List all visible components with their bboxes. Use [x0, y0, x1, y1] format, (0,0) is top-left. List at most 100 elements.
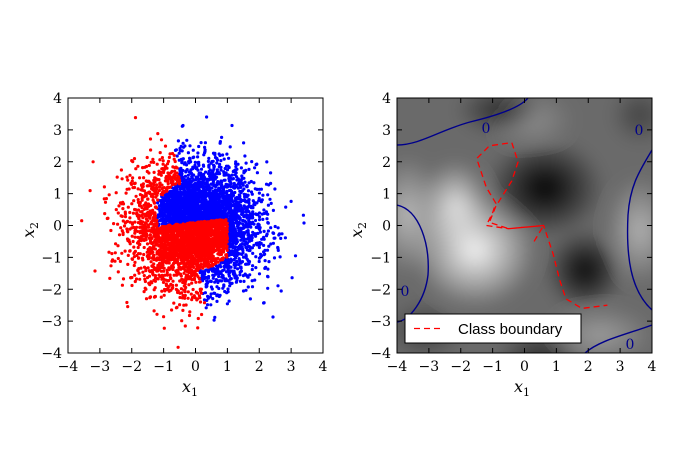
scatter-point-blue — [240, 247, 244, 251]
scatter-point-red — [117, 233, 122, 237]
scatter-point-blue — [189, 160, 193, 164]
scatter-point-red — [166, 182, 170, 186]
scatter-point-red — [121, 207, 125, 211]
scatter-point-red — [155, 250, 159, 254]
scatter-point-red — [171, 257, 175, 261]
scatter-point-red — [160, 266, 164, 270]
scatter-point-red — [171, 267, 175, 272]
scatter-point-blue — [222, 170, 226, 174]
scatter-point-blue — [244, 288, 248, 292]
scatter-point-blue — [205, 303, 210, 307]
scatter-point-red — [116, 256, 120, 261]
scatter-point-red — [125, 220, 129, 224]
scatter-point-red — [173, 244, 177, 248]
scatter-point-blue — [213, 198, 217, 202]
scatter-point-red — [171, 235, 176, 239]
scatter-point-blue — [239, 200, 243, 204]
scatter-point-red — [140, 231, 144, 235]
scatter-point-red — [216, 219, 220, 223]
scatter-point-red — [155, 234, 159, 238]
scatter-point-red — [172, 301, 176, 305]
scatter-point-blue — [202, 298, 207, 302]
scatter-point-red — [166, 185, 170, 189]
scatter-point-blue — [178, 172, 182, 176]
scatter-point-blue — [181, 216, 185, 220]
scatter-point-blue — [247, 181, 251, 185]
scatter-point-blue — [258, 215, 262, 219]
scatter-point-red — [162, 269, 166, 273]
scatter-point-red — [160, 156, 164, 160]
scatter-point-blue — [189, 168, 193, 172]
scatter-point-blue — [181, 184, 185, 188]
scatter-point-blue — [238, 258, 242, 263]
scatter-point-blue — [227, 264, 231, 268]
scatter-point-blue — [207, 164, 211, 168]
scatter-point-blue — [201, 181, 205, 185]
scatter-point-red — [219, 239, 224, 243]
scatter-point-red — [114, 242, 118, 246]
scatter-point-red — [203, 253, 207, 257]
scatter-point-blue — [212, 318, 216, 322]
scatter-point-blue — [228, 284, 232, 288]
scatter-point-blue — [215, 209, 219, 213]
scatter-point-blue — [217, 165, 221, 169]
scatter-point-blue — [199, 167, 204, 171]
scatter-point-blue — [246, 285, 250, 289]
scatter-point-blue — [157, 204, 162, 208]
scatter-point-blue — [247, 199, 251, 204]
scatter-point-red — [141, 216, 145, 220]
scatter-point-blue — [222, 157, 226, 161]
scatter-point-red — [116, 270, 120, 274]
scatter-point-blue — [172, 188, 176, 192]
scatter-point-red — [181, 261, 185, 265]
scatter-point-blue — [197, 184, 201, 189]
scatter-point-red — [136, 213, 140, 217]
scatter-point-red — [80, 219, 84, 223]
scatter-point-blue — [252, 181, 256, 185]
scatter-point-blue — [259, 241, 263, 245]
scatter-point-blue — [243, 154, 247, 158]
scatter-point-blue — [211, 195, 215, 200]
scatter-point-blue — [256, 213, 260, 217]
scatter-point-blue — [188, 210, 192, 214]
scatter-point-red — [213, 262, 217, 266]
scatter-point-red — [147, 269, 151, 273]
scatter-point-red — [139, 219, 143, 223]
scatter-point-blue — [232, 269, 236, 273]
scatter-point-blue — [206, 159, 210, 163]
scatter-point-red — [127, 240, 131, 244]
scatter-point-red — [138, 193, 142, 197]
scatter-point-blue — [175, 192, 179, 197]
scatter-point-red — [168, 224, 172, 229]
scatter-point-blue — [228, 236, 232, 240]
scatter-point-red — [152, 224, 156, 229]
scatter-point-blue — [260, 198, 264, 202]
scatter-point-red — [151, 218, 155, 222]
scatter-point-blue — [262, 301, 266, 305]
scatter-point-red — [158, 181, 162, 185]
scatter-point-red — [173, 159, 177, 164]
scatter-point-blue — [188, 144, 192, 148]
scatter-point-blue — [203, 291, 207, 295]
scatter-point-blue — [266, 229, 270, 233]
scatter-point-blue — [226, 287, 230, 291]
scatter-point-red — [200, 312, 204, 317]
scatter-point-red — [151, 273, 155, 277]
scatter-point-red — [224, 236, 228, 240]
scatter-point-blue — [164, 196, 168, 200]
scatter-point-red — [184, 279, 188, 283]
scatter-point-blue — [260, 237, 264, 241]
scatter-point-red — [184, 226, 188, 231]
scatter-point-red — [160, 253, 164, 257]
scatter-point-red — [148, 295, 153, 299]
scatter-point-red — [195, 298, 199, 302]
scatter-point-red — [182, 303, 186, 307]
scatter-point-blue — [203, 211, 207, 215]
scatter-point-red — [194, 233, 198, 237]
scatter-point-blue — [201, 279, 205, 283]
scatter-point-blue — [188, 215, 192, 219]
scatter-point-blue — [219, 186, 223, 190]
scatter-point-red — [181, 294, 185, 298]
scatter-point-blue — [248, 246, 253, 250]
scatter-point-blue — [213, 291, 217, 295]
